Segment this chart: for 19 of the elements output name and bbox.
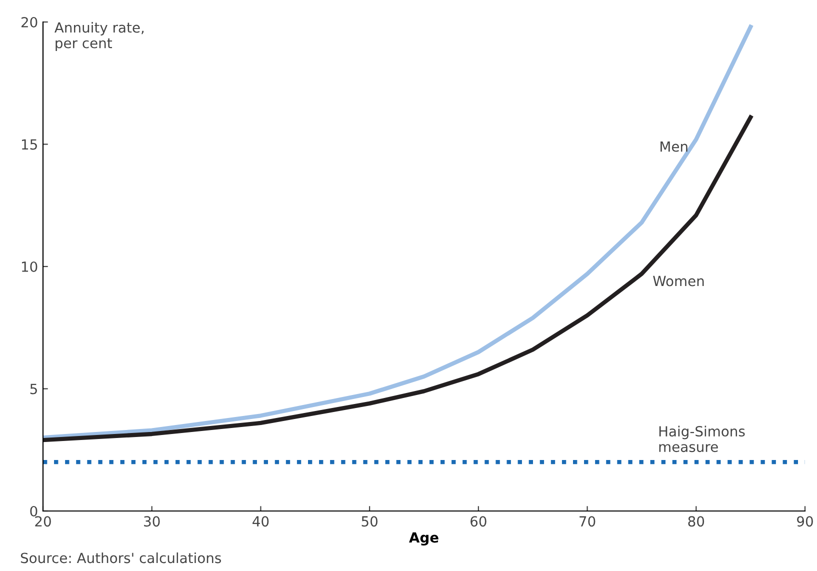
x-axis-title: Age	[409, 532, 438, 546]
ref-line-label: Haig-Simons measure	[659, 426, 745, 452]
y-tick-label: 15	[22, 139, 37, 150]
x-tick-label: 70	[580, 516, 596, 527]
x-tick-label: 50	[362, 516, 378, 527]
x-tick-label: 90	[797, 516, 813, 527]
x-tick-label: 60	[470, 516, 486, 527]
y-tick-label: 20	[21, 16, 38, 28]
x-tick-label: 40	[252, 516, 269, 527]
series-label: Men	[660, 141, 688, 152]
y-tick-label: 10	[22, 261, 38, 272]
series-label: Women	[653, 276, 704, 286]
y-axis-title: Annuity rate, per cent	[54, 22, 144, 51]
x-tick-label: 30	[144, 516, 160, 527]
line-series	[43, 115, 753, 442]
y-tick-label: 0	[30, 506, 38, 516]
x-tick-label: 80	[688, 516, 704, 527]
y-tick-label: 5	[30, 384, 37, 394]
source-note: Source: Authors' calculations	[20, 552, 221, 564]
